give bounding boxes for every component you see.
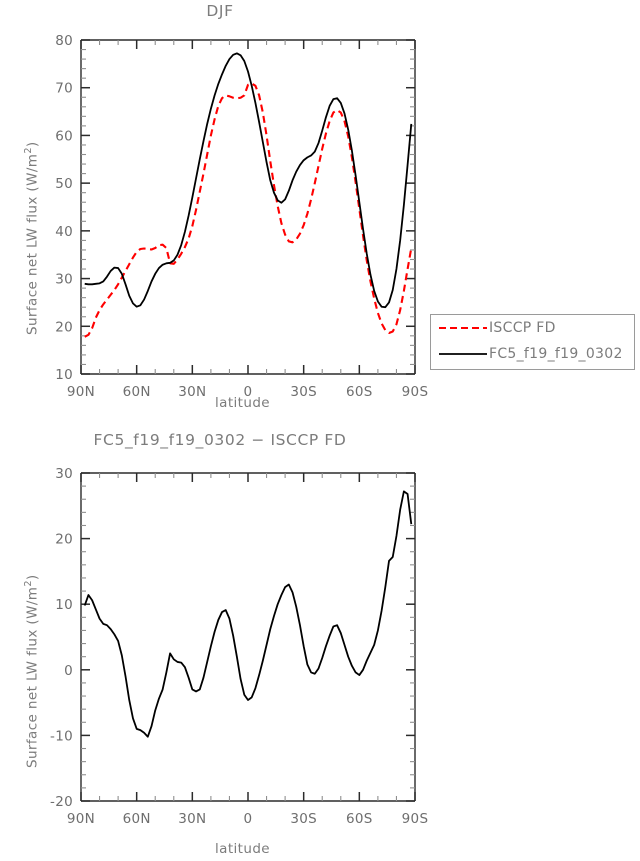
bottom-panel-title: FC5_f19_f19_0302 − ISCCP FD: [93, 431, 347, 449]
legend-item-fc5[interactable]: FC5_f19_f19_0302: [431, 341, 634, 367]
y-axis-tick-label: 10: [55, 597, 73, 613]
y-axis-tick-label: 20: [55, 319, 73, 335]
top-panel-title: DJF: [206, 2, 234, 20]
x-axis-tick-label: 30S: [290, 811, 317, 827]
x-axis-tick-label: 90S: [402, 811, 429, 827]
data-series-line: [83, 490, 413, 738]
legend-label-isccp: ISCCP FD: [489, 320, 556, 336]
y-axis-tick-label: 60: [55, 128, 73, 144]
x-axis-tick-label: 30N: [178, 384, 206, 400]
x-axis-tick-label: 0: [244, 384, 253, 400]
x-axis-tick-label: 60N: [123, 384, 151, 400]
y-axis-tick-label: 0: [64, 663, 73, 679]
y-axis-tick-label: 80: [55, 33, 73, 49]
top-panel-plot: 90N 60N 30N 0 30S 60S 90S 10 20 30 40 50 60 70 80: [55, 33, 429, 400]
y-axis-tick-label: 10: [55, 367, 73, 383]
x-axis-tick-label: 60S: [346, 811, 373, 827]
bottom-panel-plot: 90N 60N 30N 0 30S 60S 90S -20 -10 0 10 20 30: [50, 466, 429, 827]
y-axis-tick-label: 30: [55, 466, 73, 482]
legend-item-isccp[interactable]: ISCCP FD: [431, 315, 634, 341]
x-axis-tick-label: 60N: [123, 811, 151, 827]
x-axis-tick-label: 30S: [290, 384, 317, 400]
y-axis-tick-label: -20: [50, 794, 73, 810]
legend-line-dashed-icon: [437, 322, 489, 334]
x-axis-tick-label: 90N: [67, 384, 95, 400]
legend-label-fc5: FC5_f19_f19_0302: [489, 346, 623, 362]
x-axis-tick-label: 60S: [346, 384, 373, 400]
data-series-line: [84, 82, 413, 338]
x-axis-tick-label: 30N: [178, 811, 206, 827]
y-axis-tick-label: -10: [50, 728, 73, 744]
bottom-panel: FC5_f19_f19_0302 − ISCCP FD Surface net …: [0, 420, 640, 861]
top-panel-xlabel: latitude: [215, 395, 270, 411]
x-axis-tick-label: 0: [244, 811, 253, 827]
bottom-panel-xlabel: latitude: [215, 841, 270, 857]
x-axis-tick-label: 90S: [402, 384, 429, 400]
legend-line-solid-icon: [437, 348, 489, 360]
data-series-line: [84, 52, 413, 309]
y-axis-tick-label: 20: [55, 532, 73, 548]
y-axis-tick-label: 40: [55, 224, 73, 240]
x-axis-tick-label: 90N: [67, 811, 95, 827]
y-axis-tick-label: 50: [55, 176, 73, 192]
legend: ISCCP FD FC5_f19_f19_0302: [430, 314, 635, 370]
y-axis-tick-label: 30: [55, 272, 73, 288]
y-axis-tick-label: 70: [55, 81, 73, 97]
